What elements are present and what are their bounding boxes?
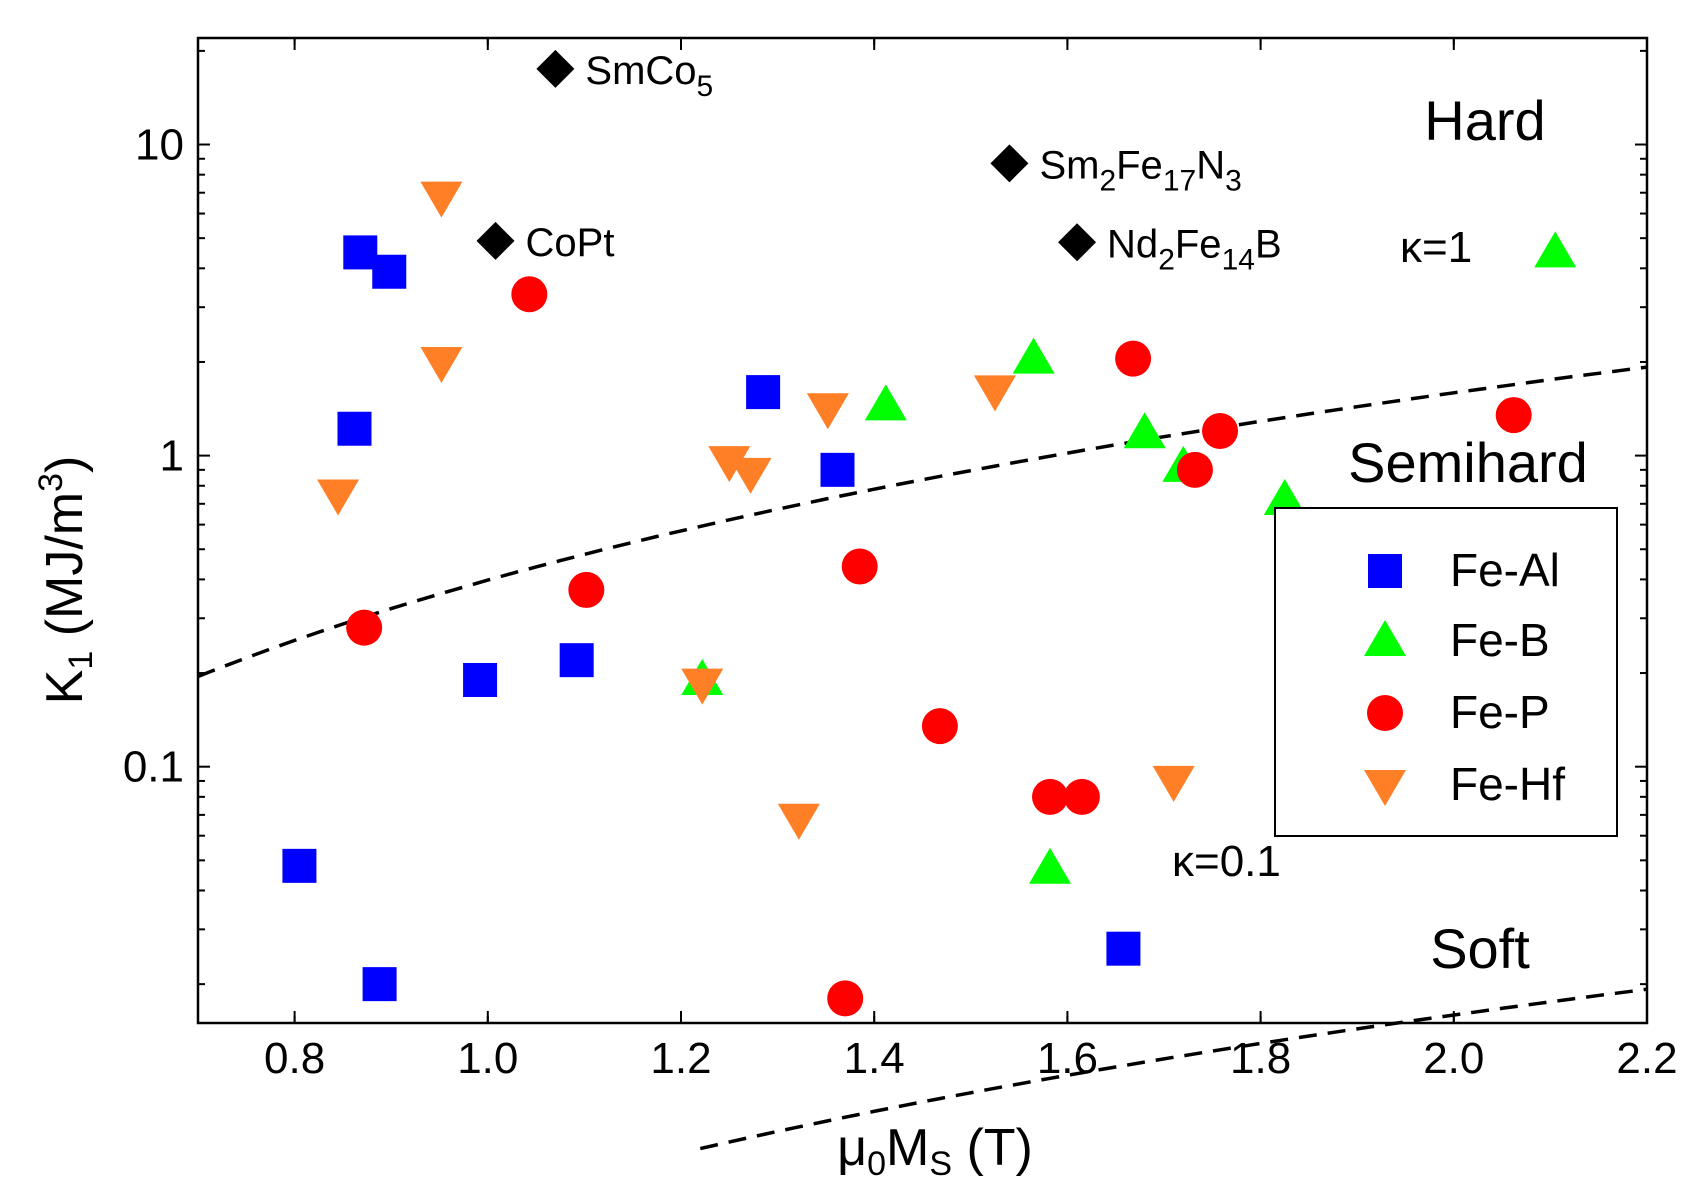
kappa-line-1 (699, 987, 1648, 1151)
legend-label-fe-b: Fe-B (1450, 614, 1550, 666)
reference-diamond (990, 144, 1029, 183)
data-point-fe-hf (729, 457, 772, 494)
data-markers (282, 181, 1577, 1017)
data-point-fe-p (511, 276, 548, 313)
x-tick-label: 2.2 (1616, 1034, 1677, 1083)
reference-label: SmCo5 (585, 49, 713, 103)
data-point-fe-al (337, 411, 372, 446)
data-point-fe-al (372, 254, 407, 289)
data-point-fe-al (362, 967, 397, 1002)
x-tick-label: 0.8 (264, 1034, 325, 1083)
x-tick-label: 1.0 (457, 1034, 518, 1083)
data-point-fe-hf (1152, 765, 1195, 802)
reference-diamond (476, 221, 515, 260)
reference-diamond (1058, 223, 1097, 262)
data-point-fe-p (568, 571, 605, 608)
data-point-fe-hf (973, 375, 1016, 412)
data-point-fe-hf (806, 393, 849, 430)
axes-layer: 0.8 1.0 1.2 1.4 1.6 1.8 2.0 2.2 0.1 1 10 (123, 38, 1678, 1083)
data-point-fe-al (282, 848, 317, 883)
y-axis-title: K1 (MJ/m3) (32, 456, 100, 705)
data-point-fe-hf (420, 346, 463, 383)
x-tick-label: 1.4 (844, 1034, 905, 1083)
data-point-fe-al (343, 235, 378, 270)
data-point-fe-al (463, 662, 498, 697)
data-point-fe-hf (708, 446, 751, 483)
legend-label-fe-al: Fe-Al (1450, 544, 1560, 596)
kappa-0.1-label: κ=0.1 (1172, 837, 1281, 886)
data-point-fe-al (559, 643, 594, 678)
data-point-fe-b (1263, 478, 1306, 515)
data-point-fe-hf (317, 479, 360, 516)
data-point-fe-b (1534, 231, 1577, 268)
data-point-fe-p (1176, 451, 1213, 488)
x-axis-title: μ0MS (T) (837, 1119, 1033, 1183)
data-point-fe-hf (777, 803, 820, 840)
legend-marker-fe-b (1364, 620, 1406, 656)
reference-diamond (536, 49, 575, 88)
kappa-1-label: κ=1 (1400, 223, 1472, 272)
legend-marker-fe-al (1368, 554, 1402, 588)
x-tick-label: 1.8 (1230, 1034, 1291, 1083)
data-point-fe-b (864, 384, 907, 421)
data-point-fe-b (1029, 847, 1072, 884)
plot-frame (196, 36, 1649, 1025)
data-point-fe-p (1032, 778, 1069, 815)
region-label-soft: Soft (1430, 917, 1530, 980)
data-point-fe-p (1115, 340, 1152, 377)
legend-marker-fe-p (1367, 695, 1403, 731)
legend-marker-fe-hf (1364, 770, 1406, 806)
kappa-lines (197, 365, 1648, 1151)
data-point-fe-p (1495, 397, 1532, 434)
data-point-fe-al (1106, 931, 1141, 966)
legend-label-fe-p: Fe-P (1450, 686, 1550, 738)
legend-label-fe-hf: Fe-Hf (1450, 758, 1565, 810)
data-point-fe-p (827, 980, 864, 1017)
reference-label: Nd2Fe14B (1107, 222, 1282, 276)
x-tick-label: 1.2 (650, 1034, 711, 1083)
x-tick-label: 1.6 (1037, 1034, 1098, 1083)
reference-label: CoPt (526, 221, 615, 265)
y-tick-label: 1 (160, 432, 184, 481)
data-point-fe-b (1123, 412, 1166, 449)
data-point-fe-p (346, 609, 383, 646)
x-tick-label: 2.0 (1423, 1034, 1484, 1083)
legend-box (1274, 507, 1618, 837)
reference-label: Sm2Fe17N3 (1039, 143, 1241, 197)
reference-materials: SmCo5 Sm2Fe17N3 CoPt Nd2Fe14B (476, 49, 1282, 276)
data-point-fe-al (746, 375, 781, 410)
legend: Fe-Al Fe-B Fe-P Fe-Hf (1274, 507, 1618, 837)
y-tick-label: 10 (135, 121, 184, 170)
data-point-fe-hf (420, 181, 463, 218)
data-point-fe-b (1012, 337, 1055, 374)
data-point-fe-al (820, 452, 855, 487)
data-point-fe-p (841, 548, 878, 585)
data-point-fe-p (1063, 778, 1100, 815)
data-point-fe-p (1202, 412, 1239, 449)
data-point-fe-hf (681, 668, 724, 705)
y-tick-label: 0.1 (123, 743, 184, 792)
region-label-hard: Hard (1424, 89, 1545, 152)
data-point-fe-p (921, 708, 958, 745)
region-label-semihard: Semihard (1348, 431, 1588, 494)
